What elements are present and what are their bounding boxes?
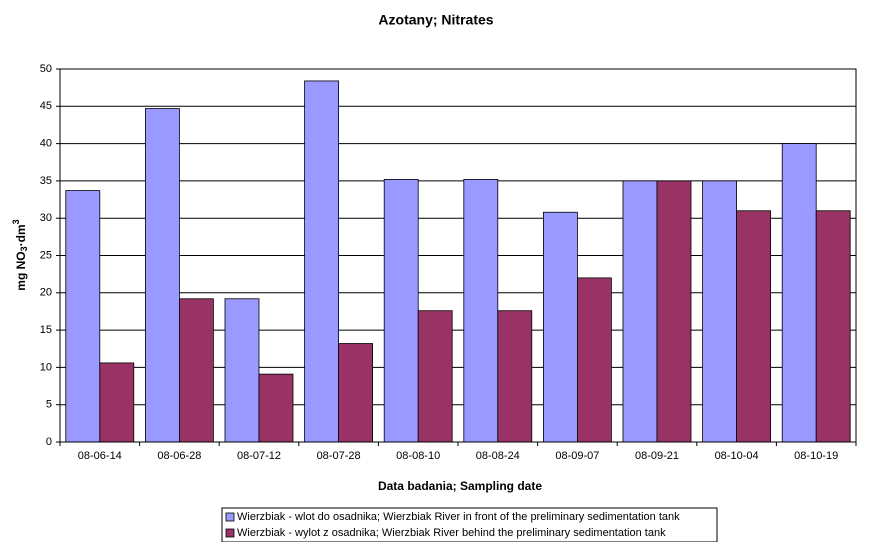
y-tick-label: 15 (40, 324, 52, 336)
y-tick-label: 40 (40, 138, 52, 150)
bar (497, 310, 533, 443)
x-tick-label: 08-07-12 (237, 450, 281, 462)
bar (65, 190, 101, 443)
y-title-sub: 3 (19, 246, 29, 251)
x-tick-label: 08-09-07 (555, 450, 599, 462)
x-tick-label: 08-06-28 (157, 450, 201, 462)
y-axis-title: mg NO3·dm3 (11, 219, 29, 290)
legend-box (221, 507, 718, 542)
legend-swatch (225, 528, 235, 538)
y-tick-label: 25 (40, 249, 52, 261)
y-title-part: ·dm (14, 224, 28, 246)
bar (258, 373, 294, 443)
bar (622, 180, 658, 443)
bar (736, 210, 771, 443)
bar (656, 180, 692, 443)
legend-swatch (225, 512, 235, 522)
plot-border (59, 68, 857, 443)
chart-title: Azotany; Nitrates (378, 12, 493, 28)
y-tick-label: 50 (40, 63, 52, 75)
y-title-sup: 3 (11, 219, 21, 224)
bar (338, 343, 374, 443)
x-tick-label: 08-06-14 (78, 450, 122, 462)
x-tick-label: 08-09-21 (635, 450, 679, 462)
legend-label: Wierzbiak - wlot do osadnika; Wierzbiak … (237, 511, 680, 523)
bar (543, 211, 578, 443)
y-tick-label: 0 (46, 436, 52, 448)
bar (702, 180, 737, 443)
bar (224, 298, 260, 443)
x-tick-label: 08-07-28 (317, 450, 361, 462)
bar (417, 310, 453, 443)
x-tick-label: 08-08-10 (396, 450, 440, 462)
x-tick-label: 08-10-19 (794, 450, 838, 462)
y-tick-label: 10 (40, 361, 52, 373)
bar (383, 179, 419, 443)
bar (781, 143, 817, 443)
x-axis-title: Data badania; Sampling date (378, 479, 542, 493)
y-tick-label: 5 (46, 399, 52, 411)
bar (577, 277, 612, 443)
y-tick-label: 45 (40, 100, 52, 112)
x-tick-label: 08-08-24 (476, 450, 520, 462)
legend-label: Wierzbiak - wylot z osadnika; Wierzbiak … (237, 527, 666, 539)
bar (99, 362, 135, 443)
y-tick-label: 35 (40, 175, 52, 187)
y-title-part: mg NO (14, 251, 28, 290)
bar (144, 108, 180, 443)
bar (463, 179, 499, 443)
y-tick-label: 20 (40, 287, 52, 299)
bar (178, 298, 214, 443)
bar (304, 80, 340, 443)
y-tick-label: 30 (40, 212, 52, 224)
bar (815, 210, 851, 443)
x-tick-label: 08-10-04 (715, 450, 759, 462)
